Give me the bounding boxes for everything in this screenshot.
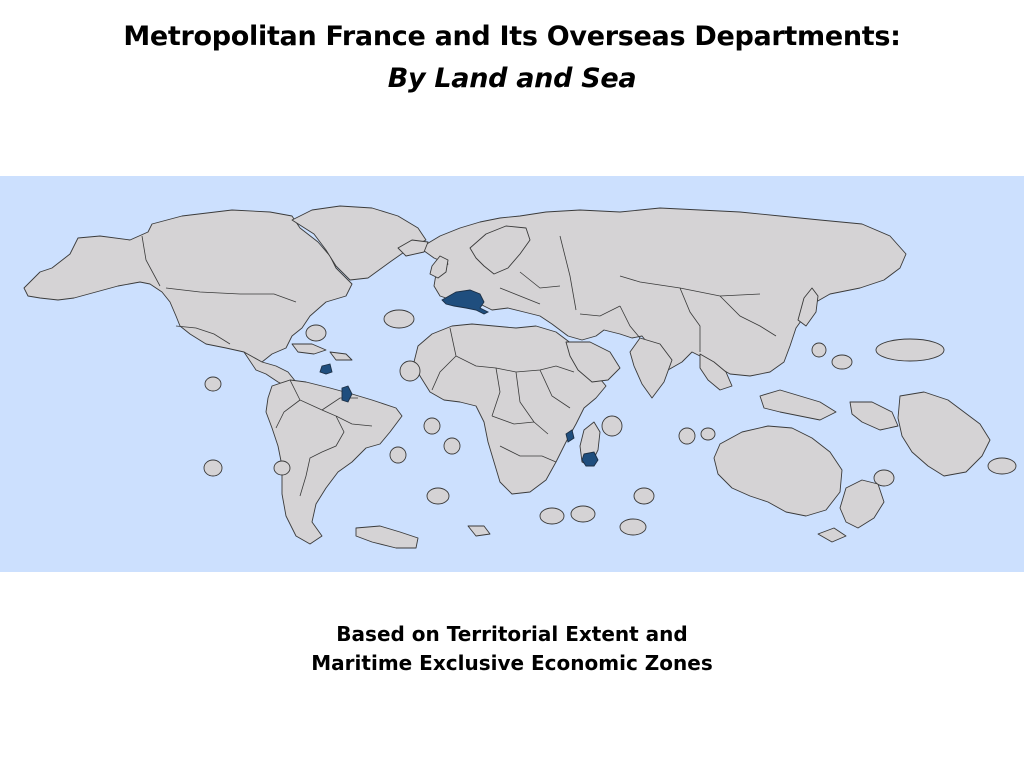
highlight-mayotte: [565, 429, 575, 443]
north-america: [23, 209, 353, 365]
caption-line-2: Maritime Exclusive Economic Zones: [311, 651, 713, 675]
eez-blob-4: [203, 459, 223, 477]
australia: [713, 425, 843, 517]
pacific-islands: [897, 391, 991, 477]
iceland: [397, 239, 429, 257]
eez-blob-13: [619, 518, 647, 536]
southeast-asia: [699, 353, 733, 391]
eez-blob-3: [273, 460, 291, 476]
map-subtitle: By Land and Sea: [387, 63, 637, 94]
eez-blob-25: [817, 527, 847, 543]
uk: [429, 255, 449, 279]
caribbean-cuba: [291, 343, 327, 355]
eez-blob-2: [204, 376, 222, 392]
highlight-french-guiana: [341, 385, 353, 403]
eez-blob-12: [570, 505, 596, 523]
map-title: Metropolitan France and Its Overseas Dep…: [123, 21, 901, 52]
eez-blob-8: [389, 446, 407, 464]
caption-line-1: Based on Territorial Extent and: [336, 622, 688, 646]
india: [629, 337, 673, 399]
east-indies: [759, 389, 837, 421]
eez-blob-11: [539, 507, 565, 525]
eez-blob-15: [601, 415, 623, 437]
caribbean-hispaniola: [329, 351, 353, 361]
eez-blob-20: [831, 354, 853, 370]
eez-blob-23: [355, 525, 419, 549]
south-america: [265, 379, 403, 545]
highlight-metropolitan-france: [441, 289, 490, 315]
map-caption: Based on Territorial Extent and Maritime…: [0, 620, 1024, 678]
highlight-guadeloupe-martinique: [319, 363, 333, 375]
new-zealand: [839, 479, 885, 529]
eurasia-borders: [499, 235, 777, 352]
eez-blob-10: [426, 487, 450, 505]
eez-blob-9: [443, 437, 461, 455]
eez-blob-18: [811, 342, 827, 358]
japan: [797, 287, 819, 327]
new-guinea: [849, 401, 899, 431]
eez-blob-5: [383, 309, 415, 329]
eez-blob-16: [678, 427, 696, 445]
eurasia: [419, 207, 907, 377]
eez-blob-6: [399, 360, 421, 382]
scandinavia: [469, 225, 531, 275]
canada-us-border: [141, 235, 297, 303]
south-america-borders: [275, 379, 373, 497]
eez-blob-21: [873, 469, 895, 487]
eez-blob-17: [700, 427, 716, 441]
africa-borders: [431, 327, 575, 463]
arabia: [565, 341, 621, 383]
eez-blob-1: [305, 324, 327, 342]
eez-blob-24: [467, 525, 491, 537]
eez-blob-22: [987, 457, 1017, 475]
highlight-reunion: [581, 451, 599, 467]
world-map: [0, 176, 1024, 572]
eez-blob-7: [423, 417, 441, 435]
eez-blob-14: [633, 487, 655, 505]
eez-blob-19: [875, 338, 945, 362]
mexico-border: [175, 325, 231, 345]
